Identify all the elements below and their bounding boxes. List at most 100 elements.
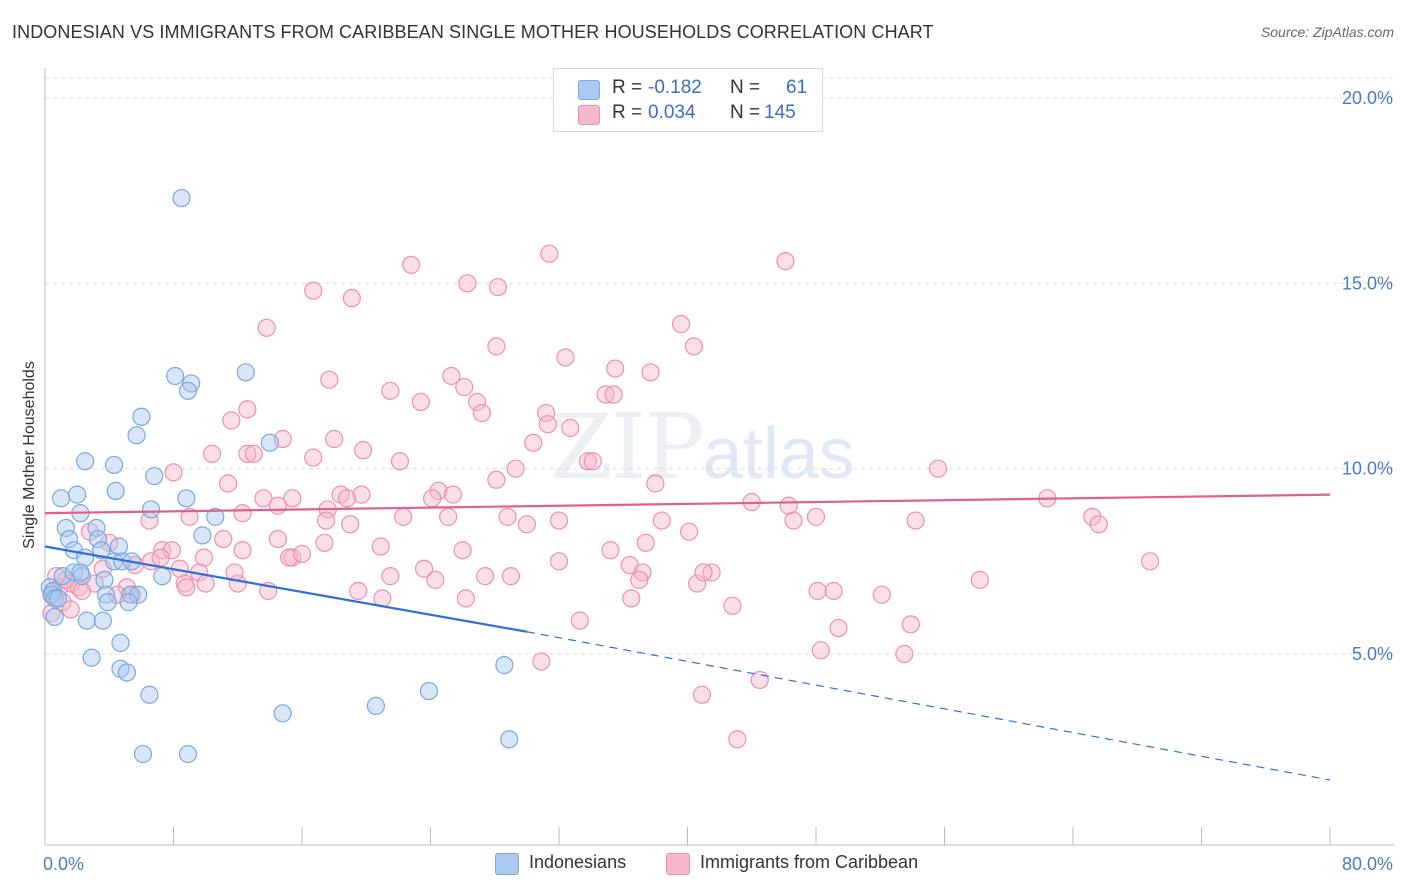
data-point — [106, 481, 125, 501]
r-value: -0.182 — [648, 77, 702, 98]
data-point — [970, 570, 989, 589]
data-point — [601, 541, 620, 560]
axes — [44, 68, 1395, 846]
data-point — [426, 570, 445, 589]
data-point — [488, 277, 508, 297]
data-point — [111, 633, 130, 652]
pink-swatch — [666, 853, 690, 875]
data-point — [51, 489, 71, 508]
data-point — [68, 485, 87, 504]
data-point — [268, 496, 288, 515]
data-point — [353, 441, 373, 460]
data-point — [394, 507, 413, 526]
data-point — [61, 600, 80, 619]
data-point — [500, 730, 519, 749]
data-point — [151, 548, 170, 567]
data-point — [71, 563, 90, 582]
data-point — [630, 570, 649, 589]
data-point — [222, 411, 241, 430]
watermark-atlas: atlas — [702, 414, 855, 494]
y-tick-label: 10.0% — [1342, 459, 1393, 479]
r-label: R = — [612, 102, 643, 123]
data-point — [96, 585, 116, 604]
data-point — [524, 433, 543, 452]
data-point — [72, 581, 92, 601]
data-point — [538, 415, 557, 434]
data-point — [268, 529, 288, 549]
data-point — [487, 470, 506, 489]
data-point — [341, 515, 360, 534]
data-point — [411, 392, 430, 412]
data-point — [390, 452, 410, 471]
data-point — [162, 541, 181, 560]
pink-swatch — [578, 105, 600, 125]
data-point — [177, 578, 196, 597]
data-point — [214, 529, 233, 549]
data-point — [636, 533, 655, 552]
data-point — [872, 585, 891, 604]
data-point — [349, 581, 368, 601]
data-point — [728, 730, 747, 749]
data-point — [646, 474, 665, 493]
data-point — [487, 337, 506, 356]
data-point — [166, 366, 185, 386]
data-point — [193, 526, 212, 545]
data-point — [236, 363, 255, 382]
data-point — [419, 681, 438, 701]
data-point — [233, 541, 252, 560]
data-point — [320, 370, 339, 389]
data-point — [402, 255, 421, 274]
data-point — [694, 563, 713, 582]
data-point — [342, 289, 361, 308]
x-tick-label: 0.0% — [43, 854, 84, 874]
data-point — [901, 615, 920, 634]
data-point — [688, 574, 707, 593]
data-point — [829, 618, 848, 638]
data-point — [202, 444, 222, 463]
data-point — [238, 444, 257, 463]
indonesian-trend-extension — [526, 631, 1331, 781]
data-point — [117, 663, 137, 682]
data-point — [95, 570, 114, 589]
data-point — [680, 522, 699, 541]
data-point — [532, 652, 551, 671]
data-point — [76, 452, 95, 471]
data-point — [233, 504, 252, 523]
data-point — [98, 593, 117, 612]
data-point — [381, 567, 400, 586]
stats-legend-box: R = -0.182 N = 61 R = 0.034 N = 145 — [553, 68, 823, 132]
data-point — [622, 589, 641, 608]
data-point — [366, 696, 385, 715]
n-value: 61 — [786, 77, 808, 98]
data-point — [141, 500, 161, 519]
watermark: ZIPatlas — [550, 395, 855, 500]
data-point — [93, 611, 112, 630]
data-point — [132, 407, 151, 426]
y-tick-label: 5.0% — [1352, 644, 1393, 664]
data-point — [283, 489, 302, 508]
data-point — [467, 392, 487, 412]
data-point — [260, 433, 279, 452]
data-point — [472, 403, 491, 423]
data-point — [140, 685, 159, 704]
legend-label: Indonesians — [529, 852, 627, 872]
data-point — [824, 581, 843, 601]
data-point — [604, 385, 623, 404]
data-point — [59, 529, 79, 549]
data-point — [273, 704, 292, 723]
data-point — [104, 455, 124, 475]
data-point — [1083, 507, 1102, 526]
data-point — [506, 459, 525, 478]
caribbean-trend-line — [44, 493, 1331, 515]
data-point — [442, 366, 461, 386]
data-point — [583, 452, 602, 471]
data-point — [47, 567, 66, 586]
data-point — [692, 685, 712, 704]
data-point — [776, 251, 795, 271]
y-tick-label: 15.0% — [1342, 273, 1393, 293]
data-point — [811, 641, 830, 660]
data-point — [77, 611, 96, 630]
data-point — [501, 567, 520, 586]
data-point — [439, 507, 458, 526]
data-point — [455, 378, 474, 397]
